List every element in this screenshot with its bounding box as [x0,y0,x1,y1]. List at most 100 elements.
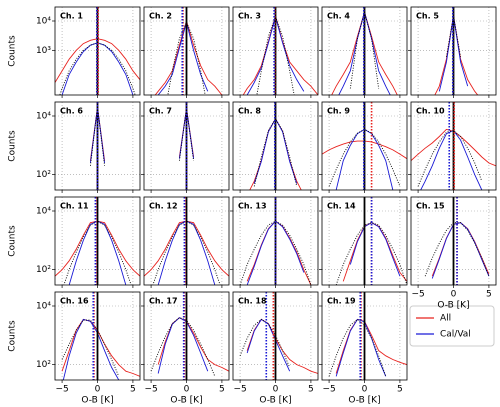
panel-frame [54,101,141,191]
y-tick-label: 10² [36,265,51,275]
plot-area [239,292,318,380]
x-tick-label: 0 [273,385,279,395]
panel-frame [232,196,319,286]
fit-line [239,220,312,285]
panel-frame [321,101,408,191]
fit-line [328,128,401,187]
panel-frame [410,6,497,96]
x-tick-label: −5 [144,385,157,395]
x-tick-label: 5 [219,385,225,395]
plot-area [239,197,312,285]
panel: Ch. 4 [319,6,408,98]
fit-line [335,222,407,285]
panel: Ch. 7 [141,101,230,193]
panel-title: Ch. 6 [60,107,83,116]
x-tick-label: 5 [486,290,492,300]
panel: Ch. 12 [141,196,230,288]
y-tick-label: 10⁴ [36,301,51,311]
x-axis-label: O-B [K] [437,301,469,311]
plot-area [144,197,229,285]
plot-area [89,102,106,190]
panel-frame [143,6,230,96]
histogram-line [342,222,407,282]
plot-area [55,7,140,95]
panel-title: Ch. 7 [149,107,172,116]
panel-title: Ch. 1 [60,12,83,21]
panel-frame [321,291,408,381]
plot-area [249,102,302,190]
panel: −5 0 5 Ch. 18 O-B [K] [230,291,319,406]
y-tick-label: 10⁴ [36,206,51,216]
histogram-line [61,318,140,377]
x-tick-label: −5 [233,385,246,395]
panel: Ch. 2 [141,6,230,98]
histogram-line [246,220,312,285]
panel: −5 0 5 Ch. 19 O-B [K] [319,291,408,406]
panel: Ch. 5 [408,6,497,98]
x-tick-label: −5 [55,385,68,395]
panel-frame [232,6,319,96]
y-tick-label: 10⁴ [36,111,51,121]
plot-area [331,7,398,95]
panel: Ch. 3 [230,6,319,98]
panel-title: Ch. 11 [60,202,89,211]
fit-line [256,15,295,95]
panel-frame [321,6,408,96]
panel-frame [143,196,230,286]
histogram-line [434,15,479,95]
panel: Ch. 9 [319,101,408,193]
plot-area [411,102,496,190]
fit-line [89,107,106,166]
y-axis-label: Counts [8,35,18,67]
panel: −5 0 5 Ch. 15 O-B [K] [408,196,497,311]
x-tick-label: 0 [95,385,101,395]
legend-label: All [440,314,451,324]
panel-frame [321,196,408,286]
x-tick-label: 0 [184,385,190,395]
plot-area [322,102,407,190]
histogram-line [62,318,120,380]
fit-line [328,318,387,377]
x-axis-label: O-B [K] [348,396,380,406]
fit-line [424,222,490,277]
fit-line [150,317,216,377]
x-tick-label: −5 [322,385,335,395]
y-axis-label: Counts [8,320,18,352]
histogram-line [335,318,407,374]
panel-title: Ch. 16 [60,297,89,306]
panel-title: Ch. 19 [327,297,356,306]
plot-area [434,7,479,95]
plot-area [178,102,195,190]
plot-area [55,197,140,285]
panel: 10² 10⁴ Ch. 6 Counts [8,101,141,193]
panel: Ch. 8 [230,101,319,193]
y-tick-label: 10² [36,360,51,370]
panel-frame [232,101,319,191]
y-tick-label: 10⁴ [36,16,51,26]
panel: 10² 10⁴ Ch. 11 Counts [8,196,141,288]
panel-title: Ch. 3 [238,12,261,21]
legend-box [409,305,495,347]
panel-frame [54,6,141,96]
panel-title: Ch. 12 [149,202,178,211]
panel-frame [232,291,319,381]
plot-area [61,292,140,380]
fit-line [239,318,291,368]
panel-title: Ch. 10 [416,107,445,116]
histogram-line [431,222,490,277]
histogram-line [157,317,229,372]
panel: −5 0 5 Ch. 17 O-B [K] [141,291,230,406]
plot-area [424,197,490,285]
panel-title: Ch. 8 [238,107,261,116]
fit-line [253,117,298,187]
fit-line [167,21,206,95]
fit-line [61,319,120,377]
x-tick-label: 5 [397,385,403,395]
histogram-line [246,318,318,374]
panel-title: Ch. 14 [327,202,356,211]
panel-title: Ch. 9 [327,107,350,116]
panel-frame [410,196,497,286]
panel: 10³ 10⁴ Ch. 1 Counts [8,6,141,98]
legend-label: Cal/Val [440,330,471,340]
plot-area [335,197,407,285]
